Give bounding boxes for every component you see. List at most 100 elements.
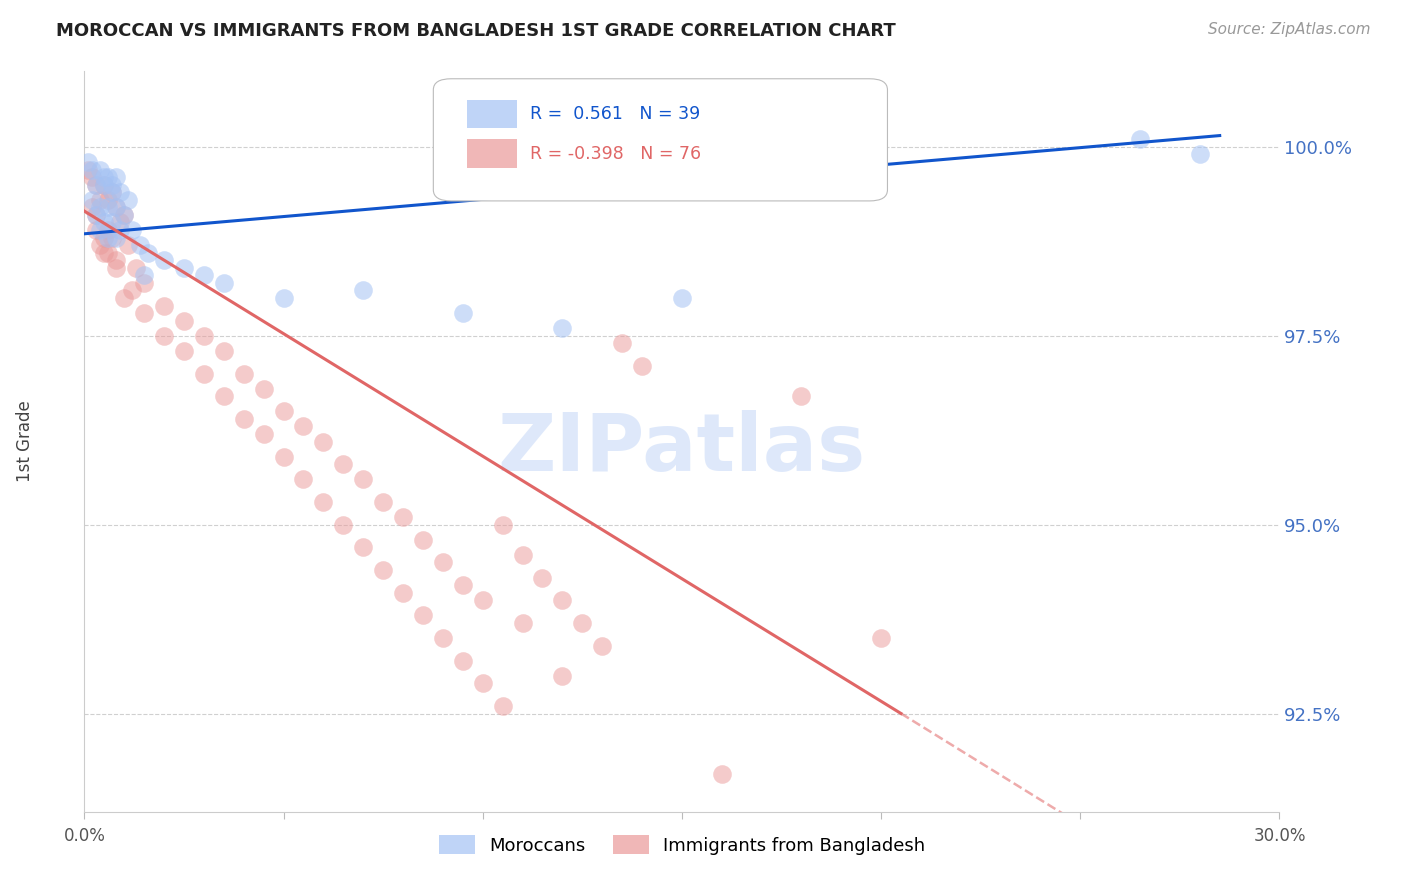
- Point: [352, 541, 374, 555]
- Text: 1st Grade: 1st Grade: [15, 401, 34, 483]
- Point: [870, 631, 893, 645]
- Text: 30.0%: 30.0%: [1253, 827, 1306, 845]
- Point: [451, 578, 474, 592]
- Point: [86, 208, 108, 222]
- Point: [110, 186, 132, 200]
- Point: [412, 608, 434, 623]
- Point: [112, 208, 135, 222]
- Point: [929, 820, 952, 834]
- Point: [412, 533, 434, 547]
- Point: [471, 593, 494, 607]
- Text: Source: ZipAtlas.com: Source: ZipAtlas.com: [1208, 22, 1371, 37]
- Point: [312, 434, 335, 449]
- Point: [97, 230, 120, 244]
- Text: R = -0.398   N = 76: R = -0.398 N = 76: [530, 145, 702, 162]
- Point: [193, 328, 215, 343]
- Point: [352, 284, 374, 298]
- Point: [121, 284, 143, 298]
- Point: [132, 306, 156, 320]
- Point: [101, 230, 124, 244]
- Point: [373, 563, 395, 577]
- Point: [93, 178, 115, 192]
- Point: [97, 193, 120, 207]
- Point: [292, 472, 315, 486]
- Point: [153, 299, 176, 313]
- Point: [512, 548, 534, 562]
- Point: [105, 260, 128, 275]
- Point: [432, 631, 454, 645]
- Point: [671, 291, 693, 305]
- Point: [117, 238, 139, 252]
- Point: [332, 457, 354, 471]
- Point: [273, 291, 295, 305]
- Point: [105, 170, 128, 185]
- Point: [451, 654, 474, 668]
- Point: [212, 389, 235, 403]
- Point: [591, 639, 613, 653]
- Point: [153, 253, 176, 268]
- Point: [97, 245, 120, 260]
- Point: [551, 669, 574, 683]
- Point: [121, 223, 143, 237]
- Point: [110, 223, 132, 237]
- Point: [392, 585, 415, 599]
- Point: [97, 200, 120, 214]
- Point: [77, 155, 100, 169]
- Point: [112, 208, 135, 222]
- Point: [112, 291, 135, 305]
- Point: [93, 245, 115, 260]
- Point: [89, 238, 111, 252]
- Point: [492, 698, 515, 713]
- Point: [101, 215, 124, 229]
- Point: [1129, 132, 1152, 146]
- Point: [551, 593, 574, 607]
- Point: [551, 321, 574, 335]
- FancyBboxPatch shape: [433, 78, 887, 201]
- Point: [193, 268, 215, 283]
- Point: [89, 223, 111, 237]
- Point: [432, 556, 454, 570]
- Point: [105, 230, 128, 244]
- Point: [471, 676, 494, 690]
- Point: [105, 200, 128, 214]
- Text: R =  0.561   N = 39: R = 0.561 N = 39: [530, 105, 700, 123]
- Point: [82, 200, 104, 214]
- Point: [86, 223, 108, 237]
- Point: [531, 570, 554, 584]
- Point: [105, 200, 128, 214]
- Point: [93, 230, 115, 244]
- Point: [273, 450, 295, 464]
- Point: [89, 200, 111, 214]
- Point: [129, 238, 152, 252]
- Point: [392, 510, 415, 524]
- FancyBboxPatch shape: [467, 100, 517, 128]
- Point: [82, 162, 104, 177]
- Point: [253, 382, 276, 396]
- Point: [110, 215, 132, 229]
- Point: [93, 170, 115, 185]
- Point: [253, 427, 276, 442]
- Point: [93, 178, 115, 192]
- Point: [312, 495, 335, 509]
- Point: [292, 419, 315, 434]
- Point: [332, 517, 354, 532]
- Point: [117, 193, 139, 207]
- Text: MOROCCAN VS IMMIGRANTS FROM BANGLADESH 1ST GRADE CORRELATION CHART: MOROCCAN VS IMMIGRANTS FROM BANGLADESH 1…: [56, 22, 896, 40]
- FancyBboxPatch shape: [467, 139, 517, 168]
- Point: [86, 178, 108, 192]
- Point: [710, 767, 733, 781]
- Point: [89, 162, 111, 177]
- Point: [125, 260, 148, 275]
- Point: [101, 186, 124, 200]
- Point: [1188, 147, 1211, 161]
- Point: [97, 223, 120, 237]
- Point: [631, 359, 654, 373]
- Point: [132, 268, 156, 283]
- Point: [101, 186, 124, 200]
- Point: [153, 328, 176, 343]
- Point: [136, 245, 159, 260]
- Point: [77, 162, 100, 177]
- Point: [173, 343, 195, 358]
- Point: [173, 260, 195, 275]
- Point: [89, 193, 111, 207]
